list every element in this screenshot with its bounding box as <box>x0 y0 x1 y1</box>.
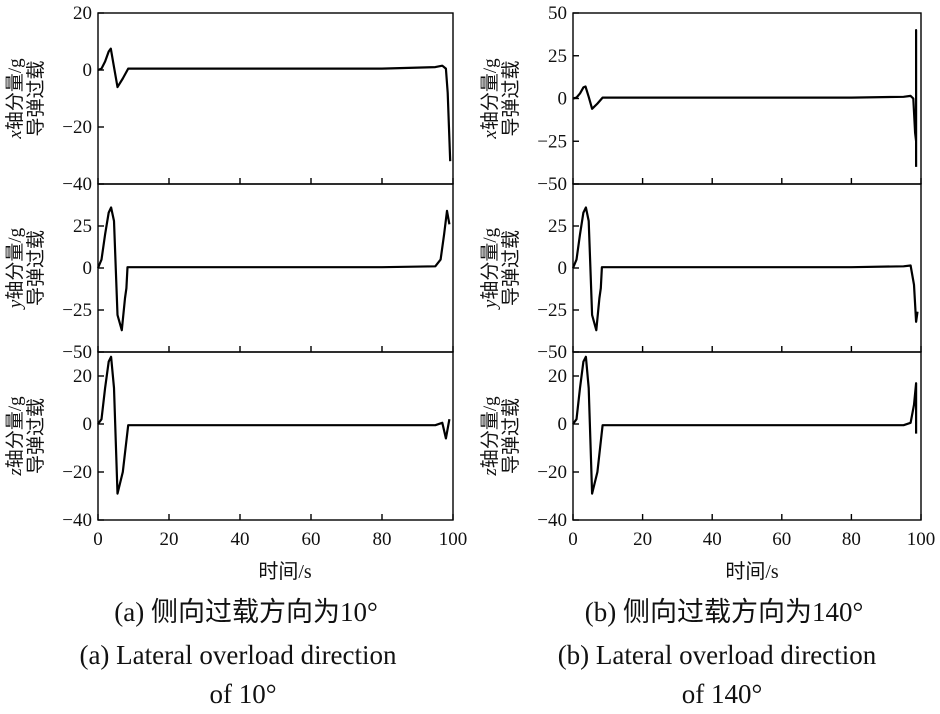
y-axis-label-line1: y轴分量/g <box>4 227 26 310</box>
y-axis-unit: 轴分量/g <box>4 58 26 130</box>
caption-a-en-line1: (a) Lateral overload direction <box>79 640 397 670</box>
y-tick-label: 50 <box>548 3 567 24</box>
y-tick-label: −20 <box>62 117 92 138</box>
overload-series-x <box>572 29 918 167</box>
x-axis-label: 时间/s <box>258 560 312 583</box>
y-tick-label: 20 <box>73 3 92 24</box>
y-axis-unit: 轴分量/g <box>4 396 26 468</box>
y-tick-label: −40 <box>62 174 92 195</box>
subplot-y: 25 0 −25 −50 y轴分量/g 导弹过载 <box>479 183 922 363</box>
overload-series-y <box>571 206 919 332</box>
x-tick-label: 0 <box>568 529 578 550</box>
y-axis-label-line2: 导弹过载 <box>25 230 47 306</box>
y-axis-label-line2: 导弹过载 <box>25 398 47 474</box>
y-tick-label: −20 <box>537 462 567 483</box>
caption-a-cn: (a) 侧向过载方向为10° <box>114 597 378 627</box>
y-tick-label: 0 <box>558 89 568 110</box>
x-axis-label: 时间/s <box>725 560 779 583</box>
y-axis-unit: 轴分量/g <box>479 227 501 299</box>
caption-b-en-line1: (b) Lateral overload direction <box>558 640 877 670</box>
caption-a-en-line2: of 10° <box>209 679 276 709</box>
y-axis-label-line2: 导弹过载 <box>500 398 522 474</box>
overload-series-y <box>96 206 451 332</box>
caption-b-cn: (b) 侧向过载方向为140° <box>585 597 864 627</box>
y-axis-label-line1: x轴分量/g <box>4 58 26 140</box>
y-tick-label: −40 <box>62 510 92 531</box>
x-tick-label: 100 <box>907 529 936 550</box>
y-tick-label: 0 <box>558 414 568 435</box>
x-tick-label: 20 <box>160 529 179 550</box>
y-tick-label: −50 <box>62 342 92 363</box>
y-axis-label: y轴分量/g 导弹过载 <box>479 227 522 310</box>
x-tick-label: 20 <box>633 529 652 550</box>
y-axis-variable: y <box>480 299 501 310</box>
y-axis-unit: 轴分量/g <box>479 58 501 130</box>
x-tick-label: 80 <box>373 529 392 550</box>
y-axis-variable: z <box>480 468 501 477</box>
y-tick-label: −50 <box>537 342 567 363</box>
subplot-x: 20 0 −20 −40 x轴分量/g 导弹过载 <box>4 3 454 195</box>
y-axis-label: z轴分量/g 导弹过载 <box>4 396 47 477</box>
y-tick-label: −40 <box>537 510 567 531</box>
y-axis-label-line1: z轴分量/g <box>4 396 26 477</box>
x-tick-label: 60 <box>302 529 321 550</box>
y-tick-label: −25 <box>537 131 567 152</box>
y-tick-label: 0 <box>558 258 568 279</box>
subplot-y: 25 0 −25 −50 y轴分量/g 导弹过载 <box>4 183 454 363</box>
y-tick-label: 25 <box>548 46 567 67</box>
y-axis-variable: x <box>480 130 501 140</box>
x-tick-label: 40 <box>703 529 722 550</box>
y-axis-variable: x <box>5 130 26 140</box>
y-tick-label: 0 <box>83 414 93 435</box>
x-tick-label: 80 <box>842 529 861 550</box>
x-tick-label: 40 <box>231 529 250 550</box>
y-tick-label: −25 <box>537 300 567 321</box>
y-axis-label-line1: y轴分量/g <box>479 227 501 310</box>
y-axis-label-line2: 导弹过载 <box>500 230 522 306</box>
y-axis-unit: 轴分量/g <box>4 227 26 299</box>
overload-series-z <box>97 355 451 495</box>
y-axis-label: x轴分量/g 导弹过载 <box>4 58 47 140</box>
y-tick-label: −25 <box>62 300 92 321</box>
axes-frame <box>572 351 922 521</box>
y-axis-label-line1: z轴分量/g <box>479 396 501 477</box>
caption-b-en-line2: of 140° <box>682 679 763 709</box>
y-tick-label: −20 <box>62 462 92 483</box>
y-axis-label-line2: 导弹过载 <box>25 60 47 136</box>
subplot-x: 50 25 0 −25 −50 x轴分量/g 导弹过载 <box>479 3 922 195</box>
y-axis-label: y轴分量/g 导弹过载 <box>4 227 47 310</box>
y-axis-label-line2: 导弹过载 <box>500 60 522 136</box>
y-tick-label: 0 <box>83 258 93 279</box>
y-tick-label: 0 <box>83 60 93 81</box>
y-axis-variable: z <box>5 468 26 477</box>
y-axis-label: z轴分量/g 导弹过载 <box>479 396 522 477</box>
overload-series-z <box>572 355 918 495</box>
y-tick-label: 25 <box>73 216 92 237</box>
axes-frame <box>97 351 454 521</box>
y-axis-label-line1: x轴分量/g <box>479 58 501 140</box>
y-axis-label: x轴分量/g 导弹过载 <box>479 58 522 140</box>
x-tick-label: 100 <box>439 529 468 550</box>
y-axis-unit: 轴分量/g <box>479 396 501 468</box>
y-tick-label: 20 <box>548 366 567 387</box>
axes-frame <box>97 12 454 185</box>
y-axis-variable: y <box>5 299 26 310</box>
x-tick-label: 0 <box>93 529 103 550</box>
y-tick-label: 25 <box>548 216 567 237</box>
y-tick-label: −50 <box>537 174 567 195</box>
overload-series-x <box>97 47 452 162</box>
y-tick-label: 20 <box>73 366 92 387</box>
x-tick-label: 60 <box>772 529 791 550</box>
